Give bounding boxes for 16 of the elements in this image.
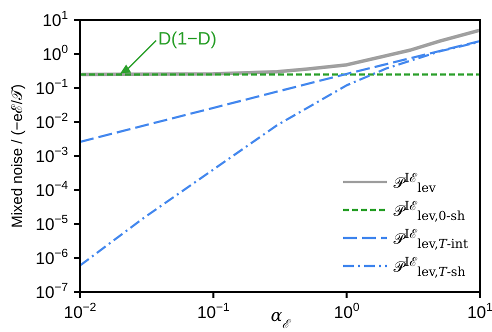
y-tick-label: 10$^{−7}$ — [36, 280, 68, 302]
y-tick-label: 10$^{1}$ — [42, 8, 68, 30]
y-axis-title: Mixed noise / (−eℰ/𝒯) — [9, 84, 26, 228]
x-axis-title: α$_{ℰ}$ — [270, 306, 292, 331]
y-tick-label: 10$^{−3}$ — [36, 144, 68, 166]
annotation: D(1−D) — [158, 28, 217, 48]
y-tick-label: 10$^{0}$ — [42, 42, 68, 64]
x-tick-label: 10$^{−2}$ — [64, 300, 97, 322]
x-tick-label: 10$^{−1}$ — [197, 300, 230, 322]
y-tick-label: 10$^{−6}$ — [36, 246, 68, 268]
y-tick-label: 10$^{−1}$ — [36, 76, 68, 98]
y-tick-label: 10$^{−4}$ — [36, 178, 68, 200]
x-tick-label: 10$^{0}$ — [334, 300, 360, 322]
x-tick-label: 10$^{1}$ — [467, 300, 492, 322]
y-tick-label: 10$^{−5}$ — [36, 212, 68, 234]
y-tick-label: 10$^{−2}$ — [36, 110, 68, 132]
